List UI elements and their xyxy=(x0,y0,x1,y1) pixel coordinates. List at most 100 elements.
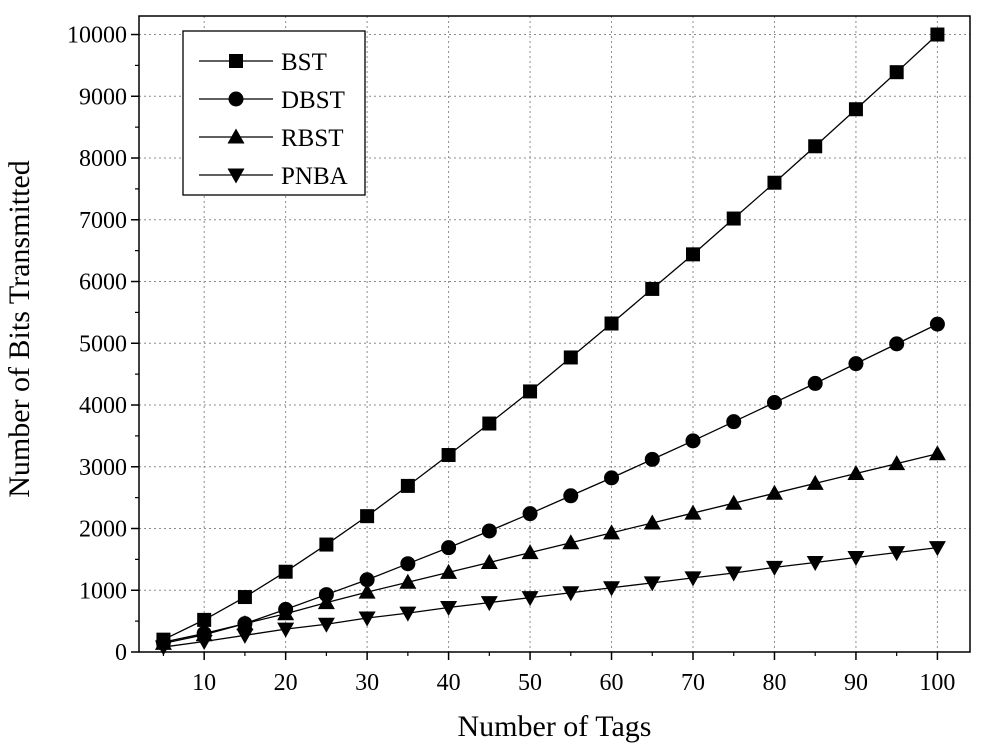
y-tick-label: 2000 xyxy=(79,517,127,543)
series-pnba xyxy=(154,541,946,656)
data-point-dbst xyxy=(726,414,742,430)
y-tick-label: 0 xyxy=(115,640,127,666)
data-point-dbst xyxy=(563,488,579,504)
data-point-bst xyxy=(237,590,252,605)
x-tick-label: 20 xyxy=(274,670,298,696)
x-tick-label: 90 xyxy=(844,670,868,696)
data-point-bst xyxy=(197,612,212,627)
data-point-bst xyxy=(808,139,823,154)
x-tick-label: 60 xyxy=(600,670,624,696)
data-point-pnba xyxy=(562,586,580,602)
series-line-rbst xyxy=(163,453,938,644)
series-line-pnba xyxy=(163,547,938,648)
data-point-dbst xyxy=(929,316,945,332)
series-dbst xyxy=(155,316,945,650)
data-point-dbst xyxy=(848,356,864,372)
data-point-pnba xyxy=(480,596,498,612)
data-point-dbst xyxy=(400,556,416,572)
series-group xyxy=(154,27,946,656)
legend-item-bst: BST xyxy=(199,49,327,76)
data-point-pnba xyxy=(725,566,743,582)
x-tick-label: 100 xyxy=(919,670,955,696)
data-point-bst xyxy=(563,350,578,365)
data-point-pnba xyxy=(440,601,458,617)
x-axis-title: Number of Tags xyxy=(458,710,652,743)
tick-labels: 10 20 30 40 50 60 70 80 90 1000100020003000400050… xyxy=(67,23,955,696)
y-tick-label: 10000 xyxy=(67,23,127,49)
data-point-rbst xyxy=(480,553,498,569)
data-point-bst xyxy=(482,416,497,431)
legend-marker-rbst xyxy=(227,128,245,144)
data-point-pnba xyxy=(806,555,824,571)
data-point-pnba xyxy=(765,560,783,576)
data-point-bst xyxy=(278,564,293,579)
y-tick-label: 9000 xyxy=(79,84,127,110)
data-point-rbst xyxy=(521,544,539,560)
data-point-dbst xyxy=(359,572,375,588)
data-point-pnba xyxy=(399,606,417,622)
data-point-bst xyxy=(441,448,456,463)
data-point-rbst xyxy=(928,445,946,461)
y-tick-label: 6000 xyxy=(79,270,127,296)
legend-item-rbst: RBST xyxy=(199,125,344,152)
y-tick-label: 7000 xyxy=(79,208,127,234)
legend-label-rbst: RBST xyxy=(281,125,344,152)
data-point-rbst xyxy=(806,474,824,490)
y-axis-title: Number of Bits Transmitted xyxy=(3,160,36,498)
y-tick-label: 3000 xyxy=(79,455,127,481)
legend-marker-dbst xyxy=(228,91,244,107)
data-point-rbst xyxy=(358,583,376,599)
plot-frame xyxy=(138,15,971,653)
data-point-bst xyxy=(726,211,741,226)
x-tick-label: 30 xyxy=(355,670,379,696)
data-point-dbst xyxy=(604,470,620,486)
data-point-pnba xyxy=(195,635,213,651)
data-point-pnba xyxy=(358,611,376,627)
data-point-pnba xyxy=(643,576,661,592)
y-tick-label: 5000 xyxy=(79,331,127,357)
series-rbst xyxy=(154,445,946,650)
data-point-dbst xyxy=(644,451,660,467)
legend-label-pnba: PNBA xyxy=(281,163,348,190)
data-point-bst xyxy=(930,27,945,42)
data-point-pnba xyxy=(154,640,172,656)
legend-marker-bst xyxy=(229,54,243,68)
data-point-rbst xyxy=(847,465,865,481)
data-point-rbst xyxy=(603,524,621,540)
data-point-pnba xyxy=(277,622,295,638)
data-point-rbst xyxy=(399,573,417,589)
x-tick-label: 10 xyxy=(192,670,216,696)
data-point-rbst xyxy=(684,504,702,520)
y-tick-label: 1000 xyxy=(79,578,127,604)
data-point-pnba xyxy=(317,617,335,633)
legend: BST DBST RBST PNBA xyxy=(182,30,366,196)
data-point-rbst xyxy=(277,605,295,621)
data-point-rbst xyxy=(236,615,254,631)
y-tick-label: 4000 xyxy=(79,393,127,419)
data-point-pnba xyxy=(236,628,254,644)
data-point-rbst xyxy=(725,494,743,510)
data-point-pnba xyxy=(847,551,865,567)
data-point-pnba xyxy=(684,571,702,587)
data-point-bst xyxy=(889,65,904,80)
x-tick-label: 80 xyxy=(762,670,786,696)
data-point-dbst xyxy=(766,395,782,411)
data-point-rbst xyxy=(643,514,661,530)
data-point-rbst xyxy=(765,484,783,500)
data-point-bst xyxy=(767,175,782,190)
legend-label-bst: BST xyxy=(281,49,327,76)
data-point-bst xyxy=(523,384,538,399)
data-point-bst xyxy=(686,247,700,262)
data-point-bst xyxy=(848,102,863,117)
data-point-pnba xyxy=(928,541,946,557)
legend-item-dbst: DBST xyxy=(199,87,345,114)
data-point-dbst xyxy=(685,433,701,449)
data-point-pnba xyxy=(888,546,906,562)
data-point-rbst xyxy=(888,455,906,471)
data-point-dbst xyxy=(481,523,497,539)
grid-lines xyxy=(139,16,970,652)
x-tick-label: 70 xyxy=(681,670,705,696)
data-point-bst xyxy=(319,537,334,552)
x-tick-label: 50 xyxy=(518,670,542,696)
